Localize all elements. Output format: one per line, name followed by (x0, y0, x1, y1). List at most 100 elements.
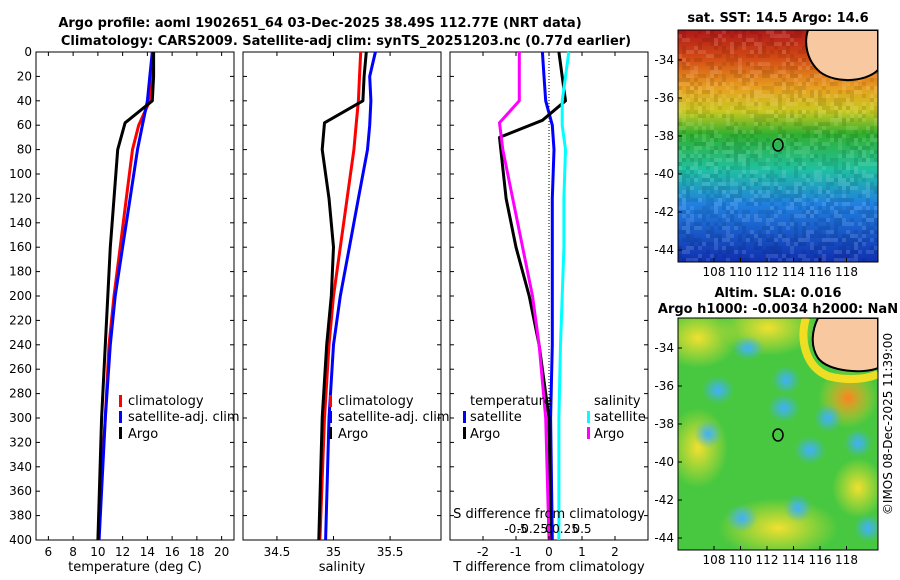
lon-tick-label: 112 (756, 265, 779, 279)
figure-title-line1: Argo profile: aoml 1902651_64 03-Dec-202… (58, 16, 581, 31)
legend-label-climatology: climatology (128, 394, 204, 409)
lon-tick-label: 108 (703, 553, 726, 567)
depth-tick-label: 100 (9, 167, 32, 181)
depth-tick-label: 300 (9, 411, 32, 425)
lat-tick-label: -44 (654, 243, 674, 257)
temperature-legend: climatology satellite-adj. clim Argo (119, 394, 240, 442)
difference-xlabel: T difference from climatology (452, 560, 645, 575)
lat-tick-label: -44 (654, 531, 674, 545)
sla-map-frame (677, 317, 879, 551)
legend-label-temp-satellite: satellite (470, 410, 522, 425)
sst-map (678, 30, 878, 262)
salinity-legend: climatology satellite-adj. clim Argo (329, 394, 450, 442)
lon-tick-label: 114 (782, 265, 805, 279)
legend-swatch-argo (119, 427, 122, 439)
depth-tick-label: 220 (9, 313, 32, 327)
difference-series-salinity-satellite (557, 51, 571, 540)
depth-tick-label: 320 (9, 435, 32, 449)
x-tick-label: 12 (115, 545, 130, 559)
legend-swatch-satellite (119, 411, 122, 423)
legend-swatch-sal-satellite (587, 411, 590, 423)
lon-tick-label: 118 (835, 553, 858, 567)
lon-tick-label: 118 (835, 265, 858, 279)
lat-tick-label: -40 (654, 455, 674, 469)
depth-tick-label: 0 (24, 45, 32, 59)
figure-title-line2: Climatology: CARS2009. Satellite-adj cli… (61, 34, 631, 49)
salinity-difference-tick-label: 0.25 (552, 522, 579, 536)
sla-map (678, 318, 878, 550)
depth-tick-label: 60 (17, 118, 32, 132)
legend-swatch-climatology (329, 395, 332, 407)
salinity-series-satellite-adj-clim (324, 51, 377, 541)
depth-tick-label: 180 (9, 265, 32, 279)
x-tick-label: 6 (45, 545, 53, 559)
x-tick-label: 16 (164, 545, 179, 559)
depth-tick-label: 40 (17, 94, 32, 108)
temperature-panel (35, 51, 235, 541)
lon-tick-label: 116 (809, 553, 832, 567)
lat-tick-label: -40 (654, 167, 674, 181)
x-tick-label: 0 (545, 545, 553, 559)
depth-tick-label: 200 (9, 289, 32, 303)
depth-tick-label: 160 (9, 240, 32, 254)
depth-tick-label: 360 (9, 484, 32, 498)
x-tick-label: -2 (477, 545, 489, 559)
x-tick-label: 2 (611, 545, 619, 559)
depth-tick-label: 340 (9, 460, 32, 474)
legend-swatch-temp-satellite (463, 411, 466, 423)
temperature-series-satellite-adj-clim (97, 51, 154, 541)
temperature-series-argo (96, 52, 156, 541)
land-mass (805, 30, 878, 82)
x-tick-label: 20 (214, 545, 229, 559)
argo-location-marker (772, 428, 784, 442)
lon-tick-label: 110 (729, 553, 752, 567)
legend-swatch-satellite (329, 411, 332, 423)
x-tick-label: 18 (189, 545, 204, 559)
legend-swatch-sal-argo (587, 427, 590, 439)
difference-legend-salinity: salinity satellite Argo (587, 394, 646, 442)
lon-tick-label: 110 (729, 265, 752, 279)
x-tick-label: 1 (578, 545, 586, 559)
legend-label-satellite: satellite-adj. clim (128, 410, 240, 425)
depth-tick-label: 400 (9, 533, 32, 547)
legend-label-argo: Argo (128, 427, 158, 442)
x-tick-label: 10 (90, 545, 105, 559)
depth-tick-label: 20 (17, 69, 32, 83)
depth-tick-label: 140 (9, 216, 32, 230)
legend-swatch-temp-argo (463, 427, 466, 439)
salinity-difference-title: S difference from climatology (453, 507, 645, 522)
x-tick-label: -1 (510, 545, 522, 559)
x-tick-label: 8 (69, 545, 77, 559)
depth-tick-label: 120 (9, 191, 32, 205)
depth-tick-label: 260 (9, 362, 32, 376)
salinity-series-argo (317, 51, 368, 541)
lon-tick-label: 108 (703, 265, 726, 279)
legend-swatch-argo (329, 427, 332, 439)
difference-series-salinity-argo (498, 52, 551, 541)
lat-tick-label: -34 (654, 341, 674, 355)
lat-tick-label: -38 (654, 417, 674, 431)
sst-map-frame (677, 29, 879, 263)
salinity-difference-tick-label: -0.5 (504, 522, 527, 536)
legend-title-salinity: salinity (594, 394, 641, 409)
salinity-difference-tick-label: 0.5 (572, 522, 591, 536)
difference-legend-temperature: temperature satellite Argo (463, 394, 552, 442)
land-mass (811, 318, 878, 373)
lon-tick-label: 112 (756, 553, 779, 567)
legend-label-argo: Argo (338, 427, 368, 442)
sst-map-title: sat. SST: 14.5 Argo: 14.6 (687, 11, 868, 26)
legend-label-temp-argo: Argo (470, 427, 500, 442)
lon-tick-label: 114 (782, 553, 805, 567)
sla-map-title-line2: Argo h1000: -0.0034 h2000: NaN (658, 302, 898, 317)
lat-tick-label: -36 (654, 91, 674, 105)
legend-label-sal-argo: Argo (594, 427, 624, 442)
lat-tick-label: -38 (654, 129, 674, 143)
lat-tick-label: -42 (654, 493, 674, 507)
depth-tick-label: 380 (9, 509, 32, 523)
legend-label-climatology: climatology (338, 394, 414, 409)
argo-location-marker (772, 138, 784, 152)
x-tick-label: 34.5 (264, 545, 291, 559)
sla-map-title-line1: Altim. SLA: 0.016 (715, 286, 842, 301)
legend-title-temperature: temperature (470, 394, 552, 409)
